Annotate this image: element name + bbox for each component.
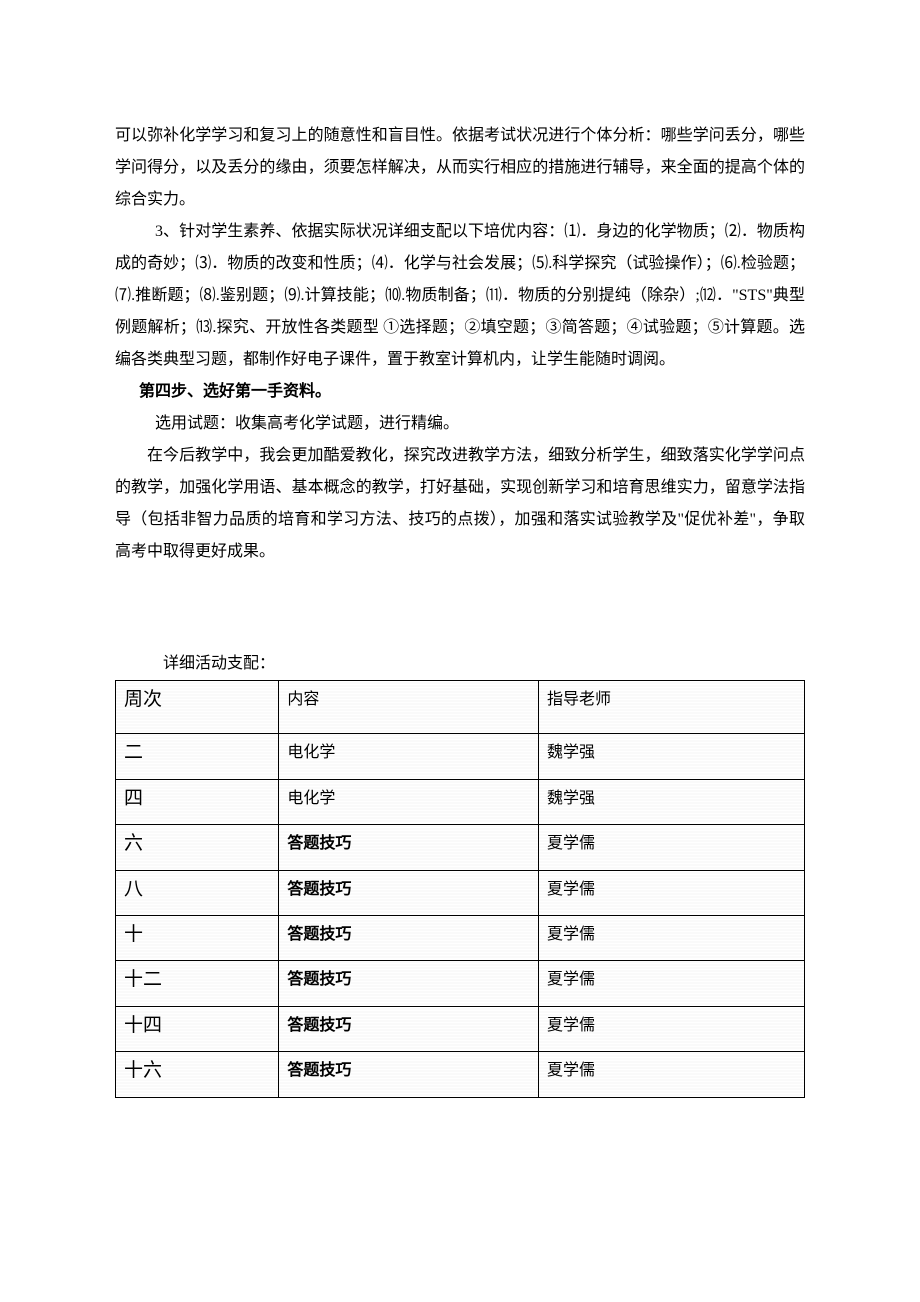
cell-week: 十四 (116, 1006, 279, 1051)
cell-teacher: 魏学强 (538, 734, 804, 779)
table-row: 十二 答题技巧 夏学儒 (116, 961, 805, 1006)
cell-teacher: 夏学儒 (538, 961, 804, 1006)
document-page: 可以弥补化学学习和复习上的随意性和盲目性。依据考试状况进行个体分析：哪些学问丢分… (0, 0, 920, 1178)
cell-week: 二 (116, 734, 279, 779)
cell-week: 十二 (116, 961, 279, 1006)
table-row: 十六 答题技巧 夏学儒 (116, 1052, 805, 1097)
cell-teacher: 魏学强 (538, 779, 804, 824)
table-row: 十 答题技巧 夏学儒 (116, 915, 805, 960)
table-row: 二 电化学 魏学强 (116, 734, 805, 779)
header-week: 周次 (116, 681, 279, 734)
table-row: 十四 答题技巧 夏学儒 (116, 1006, 805, 1051)
paragraph-3: 选用试题：收集高考化学试题，进行精编。 (115, 408, 805, 440)
cell-content: 电化学 (279, 779, 539, 824)
cell-content: 答题技巧 (279, 870, 539, 915)
cell-teacher: 夏学儒 (538, 870, 804, 915)
cell-content: 答题技巧 (279, 915, 539, 960)
cell-content: 答题技巧 (279, 1052, 539, 1097)
cell-teacher: 夏学儒 (538, 1052, 804, 1097)
cell-content: 电化学 (279, 734, 539, 779)
table-row: 八 答题技巧 夏学儒 (116, 870, 805, 915)
header-content: 内容 (279, 681, 539, 734)
step4-heading: 第四步、选好第一手资料。 (115, 376, 805, 408)
schedule-table: 周次 内容 指导老师 二 电化学 魏学强 四 电化学 魏学强 六 答题技巧 夏学… (115, 680, 805, 1098)
cell-week: 十六 (116, 1052, 279, 1097)
cell-teacher: 夏学儒 (538, 825, 804, 870)
cell-week: 四 (116, 779, 279, 824)
cell-week: 八 (116, 870, 279, 915)
cell-content: 答题技巧 (279, 825, 539, 870)
paragraph-2: 3、针对学生素养、依据实际状况详细支配以下培优内容：⑴．身边的化学物质；⑵．物质… (115, 216, 805, 376)
paragraph-1: 可以弥补化学学习和复习上的随意性和盲目性。依据考试状况进行个体分析：哪些学问丢分… (115, 120, 805, 216)
cell-week: 六 (116, 825, 279, 870)
table-caption: 详细活动支配： (115, 648, 805, 680)
cell-teacher: 夏学儒 (538, 915, 804, 960)
header-teacher: 指导老师 (538, 681, 804, 734)
table-header-row: 周次 内容 指导老师 (116, 681, 805, 734)
cell-content: 答题技巧 (279, 961, 539, 1006)
paragraph-4: 在今后教学中，我会更加酷爱教化，探究改进教学方法，细致分析学生，细致落实化学学问… (115, 440, 805, 568)
cell-content: 答题技巧 (279, 1006, 539, 1051)
table-row: 六 答题技巧 夏学儒 (116, 825, 805, 870)
cell-week: 十 (116, 915, 279, 960)
cell-teacher: 夏学儒 (538, 1006, 804, 1051)
table-row: 四 电化学 魏学强 (116, 779, 805, 824)
